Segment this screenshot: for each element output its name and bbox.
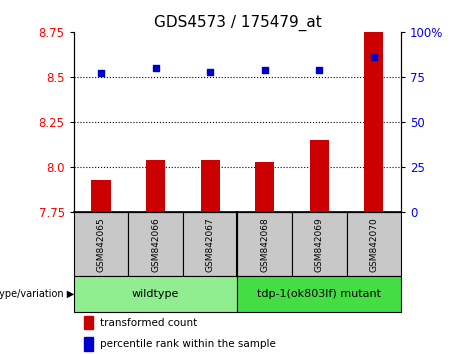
Bar — [237, 212, 292, 276]
Text: GSM842065: GSM842065 — [96, 217, 106, 272]
Bar — [74, 276, 237, 312]
Bar — [183, 212, 237, 276]
Bar — [347, 212, 401, 276]
Text: GSM842066: GSM842066 — [151, 217, 160, 272]
Point — [207, 69, 214, 74]
Bar — [310, 140, 329, 212]
Bar — [255, 162, 274, 212]
Text: GSM842070: GSM842070 — [369, 217, 378, 272]
Point — [315, 67, 323, 73]
Bar — [292, 212, 347, 276]
Text: wildtype: wildtype — [132, 289, 179, 299]
Bar — [83, 316, 94, 329]
Point — [152, 65, 159, 71]
Point — [97, 70, 105, 76]
Text: genotype/variation ▶: genotype/variation ▶ — [0, 289, 74, 299]
Bar — [364, 1, 384, 212]
Bar — [83, 337, 94, 350]
Text: GSM842069: GSM842069 — [315, 217, 324, 272]
Bar — [237, 276, 401, 312]
Bar — [128, 212, 183, 276]
Bar — [201, 160, 220, 212]
Title: GDS4573 / 175479_at: GDS4573 / 175479_at — [154, 14, 321, 30]
Text: percentile rank within the sample: percentile rank within the sample — [100, 339, 276, 349]
Text: GSM842068: GSM842068 — [260, 217, 269, 272]
Text: GSM842067: GSM842067 — [206, 217, 215, 272]
Point — [370, 54, 378, 60]
Text: transformed count: transformed count — [100, 318, 197, 327]
Text: tdp-1(ok803lf) mutant: tdp-1(ok803lf) mutant — [257, 289, 381, 299]
Bar — [91, 180, 111, 212]
Bar — [74, 212, 128, 276]
Point — [261, 67, 268, 73]
Bar — [146, 160, 165, 212]
